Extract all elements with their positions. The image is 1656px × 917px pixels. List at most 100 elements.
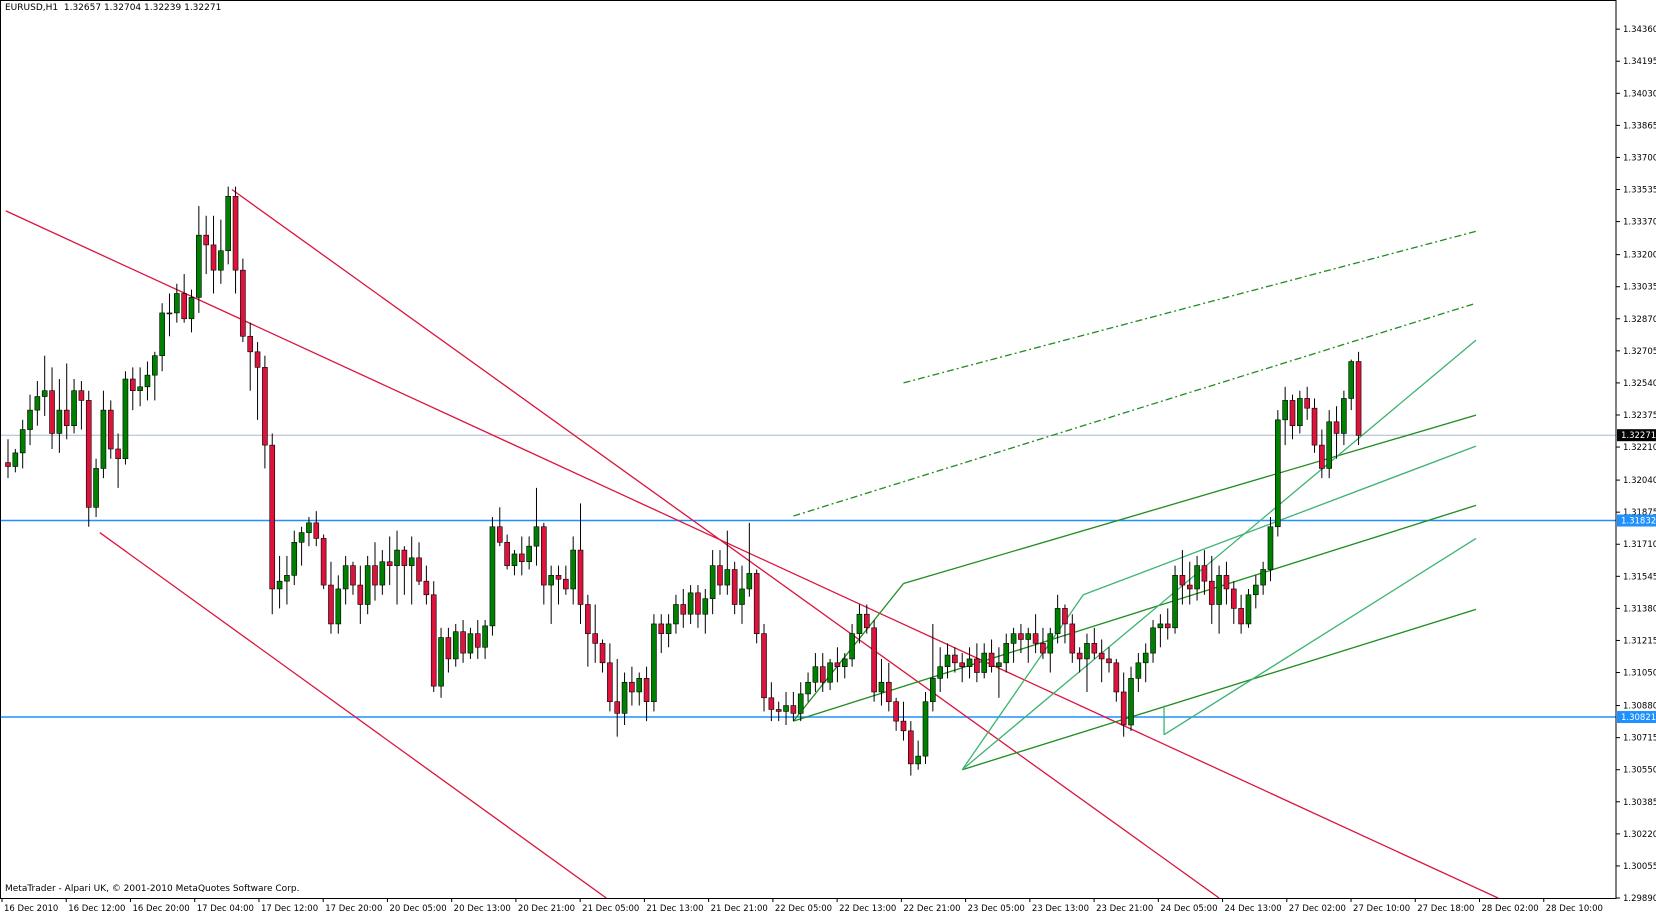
price-tick-label: 1.30880 [1623,702,1656,712]
candle-body [878,681,885,693]
trendline-dash_mid [793,302,1477,517]
candle-body [724,569,731,586]
candle-body [959,662,966,667]
time-tick-label: 28 Dec 02:00 [1482,904,1539,914]
candle-body [768,697,775,710]
candle-body [981,652,988,673]
candle-body [122,378,129,460]
price-tick-label: 1.34360 [1623,25,1656,35]
time-tick-label: 27 Dec 02:00 [1289,904,1346,914]
candle-body [379,561,386,586]
trendline-dkgreen_mid [793,504,1477,722]
candle-body [1216,575,1222,605]
candle-body [474,633,481,648]
price-tick-label: 1.34195 [1623,57,1656,67]
candle-body [1355,361,1362,436]
price-tick-label: 1.30715 [1623,734,1656,744]
candle-body [137,386,143,391]
candle-body [1150,627,1156,654]
candle-body [885,681,892,702]
price-tick-label: 1.31380 [1623,604,1656,614]
candle-body [614,701,621,714]
candle-body [1282,400,1288,421]
price-tick-label: 1.30220 [1623,830,1656,840]
candle-body [386,561,393,566]
candle-body [673,604,679,625]
candle-body [548,575,554,586]
candle-body [408,557,415,566]
plot-frame [0,0,1617,899]
candle-body [783,705,789,712]
support-price-label-box [1617,711,1656,724]
candle-body [643,678,650,702]
candle-body [592,633,599,644]
time-tick-label: 24 Dec 05:00 [1160,904,1217,914]
candle-body [996,662,1002,667]
candle-body [1084,643,1090,660]
time-tick-label: 27 Dec 10:00 [1353,904,1410,914]
candle-body [19,429,26,454]
candle-body [335,588,342,625]
price-tick-label: 1.33200 [1623,251,1656,261]
candle-body [56,409,63,434]
price-tick-label: 1.31215 [1623,636,1656,646]
candle-body [1076,652,1083,660]
candle-body [841,658,848,667]
candle-body [225,196,231,252]
candle-body [863,613,870,629]
candle-body [1054,608,1061,634]
candle-body [218,250,224,271]
candle-body [1201,565,1208,582]
candle-body [1040,643,1046,654]
candle-body [570,549,576,590]
candle-body [761,633,767,699]
candle-body [1135,662,1142,679]
candle-body [445,637,452,660]
symbol-info: EURUSD,H1 1.32657 1.32704 1.32239 1.3227… [5,3,221,13]
time-tick-label: 20 Dec 05:00 [389,904,446,914]
time-tick-label: 17 Dec 12:00 [261,904,318,914]
current-price-label: 1.32271 [1621,431,1656,441]
candle-body [966,658,973,667]
support-price-label: 1.31832 [1621,517,1656,527]
candle-body [1304,398,1310,409]
candle-body [526,545,532,563]
candle-body [1238,608,1244,625]
candle-body [196,234,202,298]
candle-body [834,662,841,667]
trendline-ltgreen_lower [1163,537,1477,736]
candle-body [849,633,855,660]
candle-body [276,580,283,590]
time-axis: 16 Dec 2010 16 Dec 12:00 16 Dec 20:00 17 De… [1,898,1603,914]
trendline-red_channel_mid [5,210,1499,899]
candle-body [188,297,195,320]
time-tick-label: 21 Dec 13:00 [646,904,703,914]
candle-body [1164,623,1171,629]
candle-body [27,409,33,430]
candle-body [1319,444,1325,469]
time-tick-label: 23 Dec 21:00 [1096,904,1153,914]
candle-body [621,681,628,714]
candle-body [467,633,474,654]
candle-body [1018,633,1024,640]
price-tick-label: 1.30385 [1623,798,1656,808]
trendline-dash_top [903,230,1477,384]
time-tick-label: 27 Dec 18:00 [1417,904,1474,914]
candle-body [129,378,136,391]
candle-body [827,662,833,683]
candle-body [555,575,562,580]
candle-body [1348,361,1355,399]
candle-body [1230,588,1237,609]
time-tick-label: 16 Dec 12:00 [68,904,125,914]
candle-body [731,569,738,605]
candle-body [159,312,165,357]
price-tick-label: 1.31710 [1623,540,1656,550]
time-tick-label: 21 Dec 21:00 [711,904,768,914]
candle-body [819,666,826,683]
candle-body [599,643,606,664]
candle-body [181,293,187,320]
candle-body [357,584,364,605]
candle-body [401,549,408,566]
